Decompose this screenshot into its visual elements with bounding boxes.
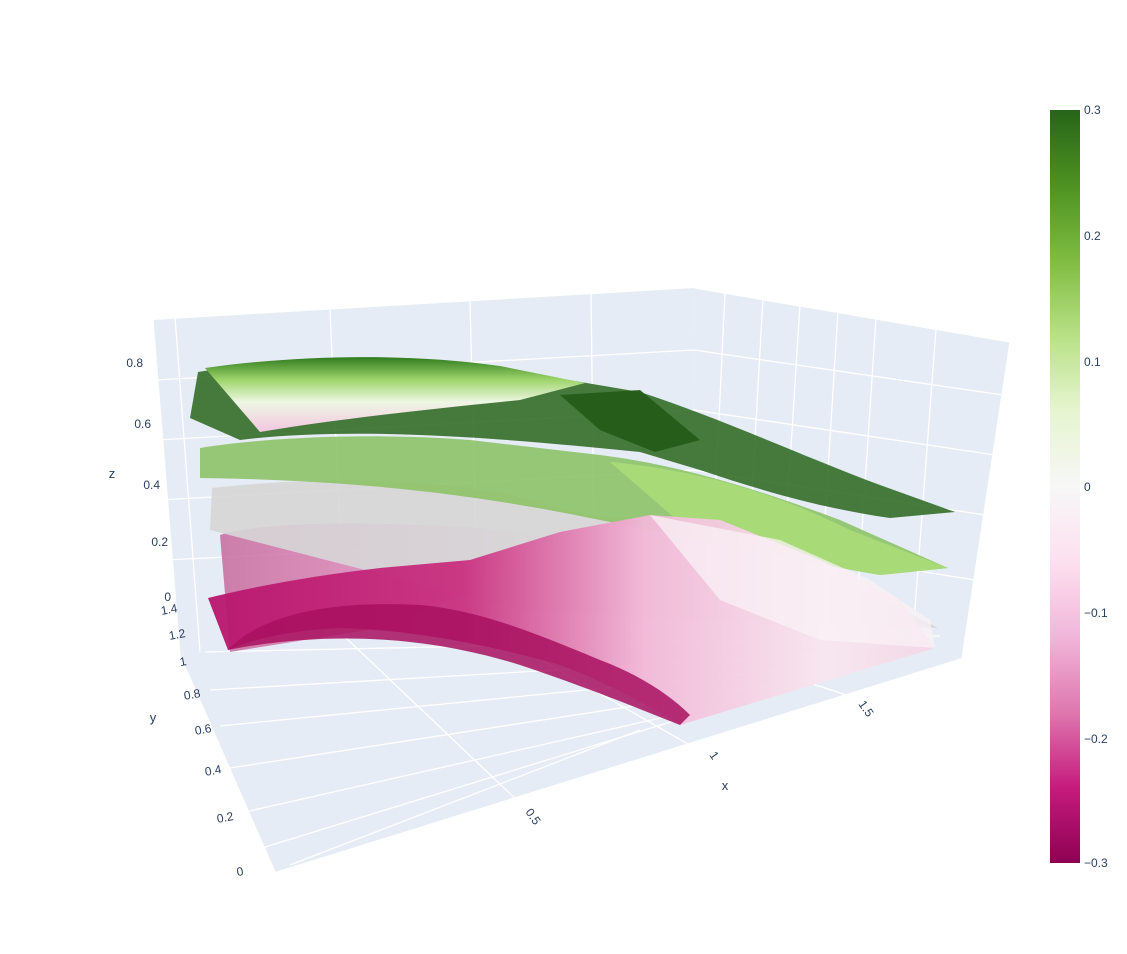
surface-dark-green-front xyxy=(560,390,700,452)
colorbar-tick: −0.3 xyxy=(1084,856,1108,870)
colorbar-tick: −0.2 xyxy=(1084,732,1108,746)
scene-edges xyxy=(152,287,1011,873)
x-tick: 0.5 xyxy=(523,806,544,828)
z-axis: 0.8 0.6 0.4 0.2 0 z xyxy=(109,356,172,604)
surfaces xyxy=(190,357,955,725)
z-tick: 0.6 xyxy=(134,417,151,431)
surface-light-green-tip xyxy=(610,462,948,575)
z-tick: 0.8 xyxy=(126,356,143,370)
x-axis-title: x xyxy=(722,778,729,793)
y-tick: 0.4 xyxy=(204,762,223,779)
y-tick: 0 xyxy=(236,864,245,879)
y-tick: 0.6 xyxy=(194,721,213,738)
y-tick: 1 xyxy=(179,654,188,669)
surface-pink-deep xyxy=(228,604,690,725)
colorbar-tick: 0 xyxy=(1084,480,1091,494)
z-tick: 0.2 xyxy=(151,535,168,549)
colorbar-tick: 0.2 xyxy=(1084,229,1101,243)
x-tick: 1 xyxy=(707,749,722,763)
y-tick: 1.2 xyxy=(168,626,187,643)
y-tick: 0.8 xyxy=(183,686,202,703)
y-axis: 1.4 1.2 1 0.8 0.6 0.4 0.2 0 y xyxy=(150,601,245,879)
z-axis-title: z xyxy=(109,466,116,481)
surface-floor-white xyxy=(650,515,935,648)
surface-top-face xyxy=(205,357,585,432)
colorbar-tick: 0.3 xyxy=(1084,103,1101,117)
x-tick: 1.5 xyxy=(856,698,877,720)
colorbar: 0.3 0.2 0.1 0 −0.1 −0.2 −0.3 xyxy=(1050,103,1108,870)
colorbar-tick: 0.1 xyxy=(1084,355,1101,369)
colorbar-gradient xyxy=(1050,110,1080,863)
y-tick: 0.2 xyxy=(216,809,235,826)
z-tick: 0 xyxy=(164,590,171,604)
y-axis-title: y xyxy=(150,710,157,725)
z-tick: 0.4 xyxy=(143,478,160,492)
y-tick: 1.4 xyxy=(160,601,179,618)
colorbar-tick: −0.1 xyxy=(1084,606,1108,620)
